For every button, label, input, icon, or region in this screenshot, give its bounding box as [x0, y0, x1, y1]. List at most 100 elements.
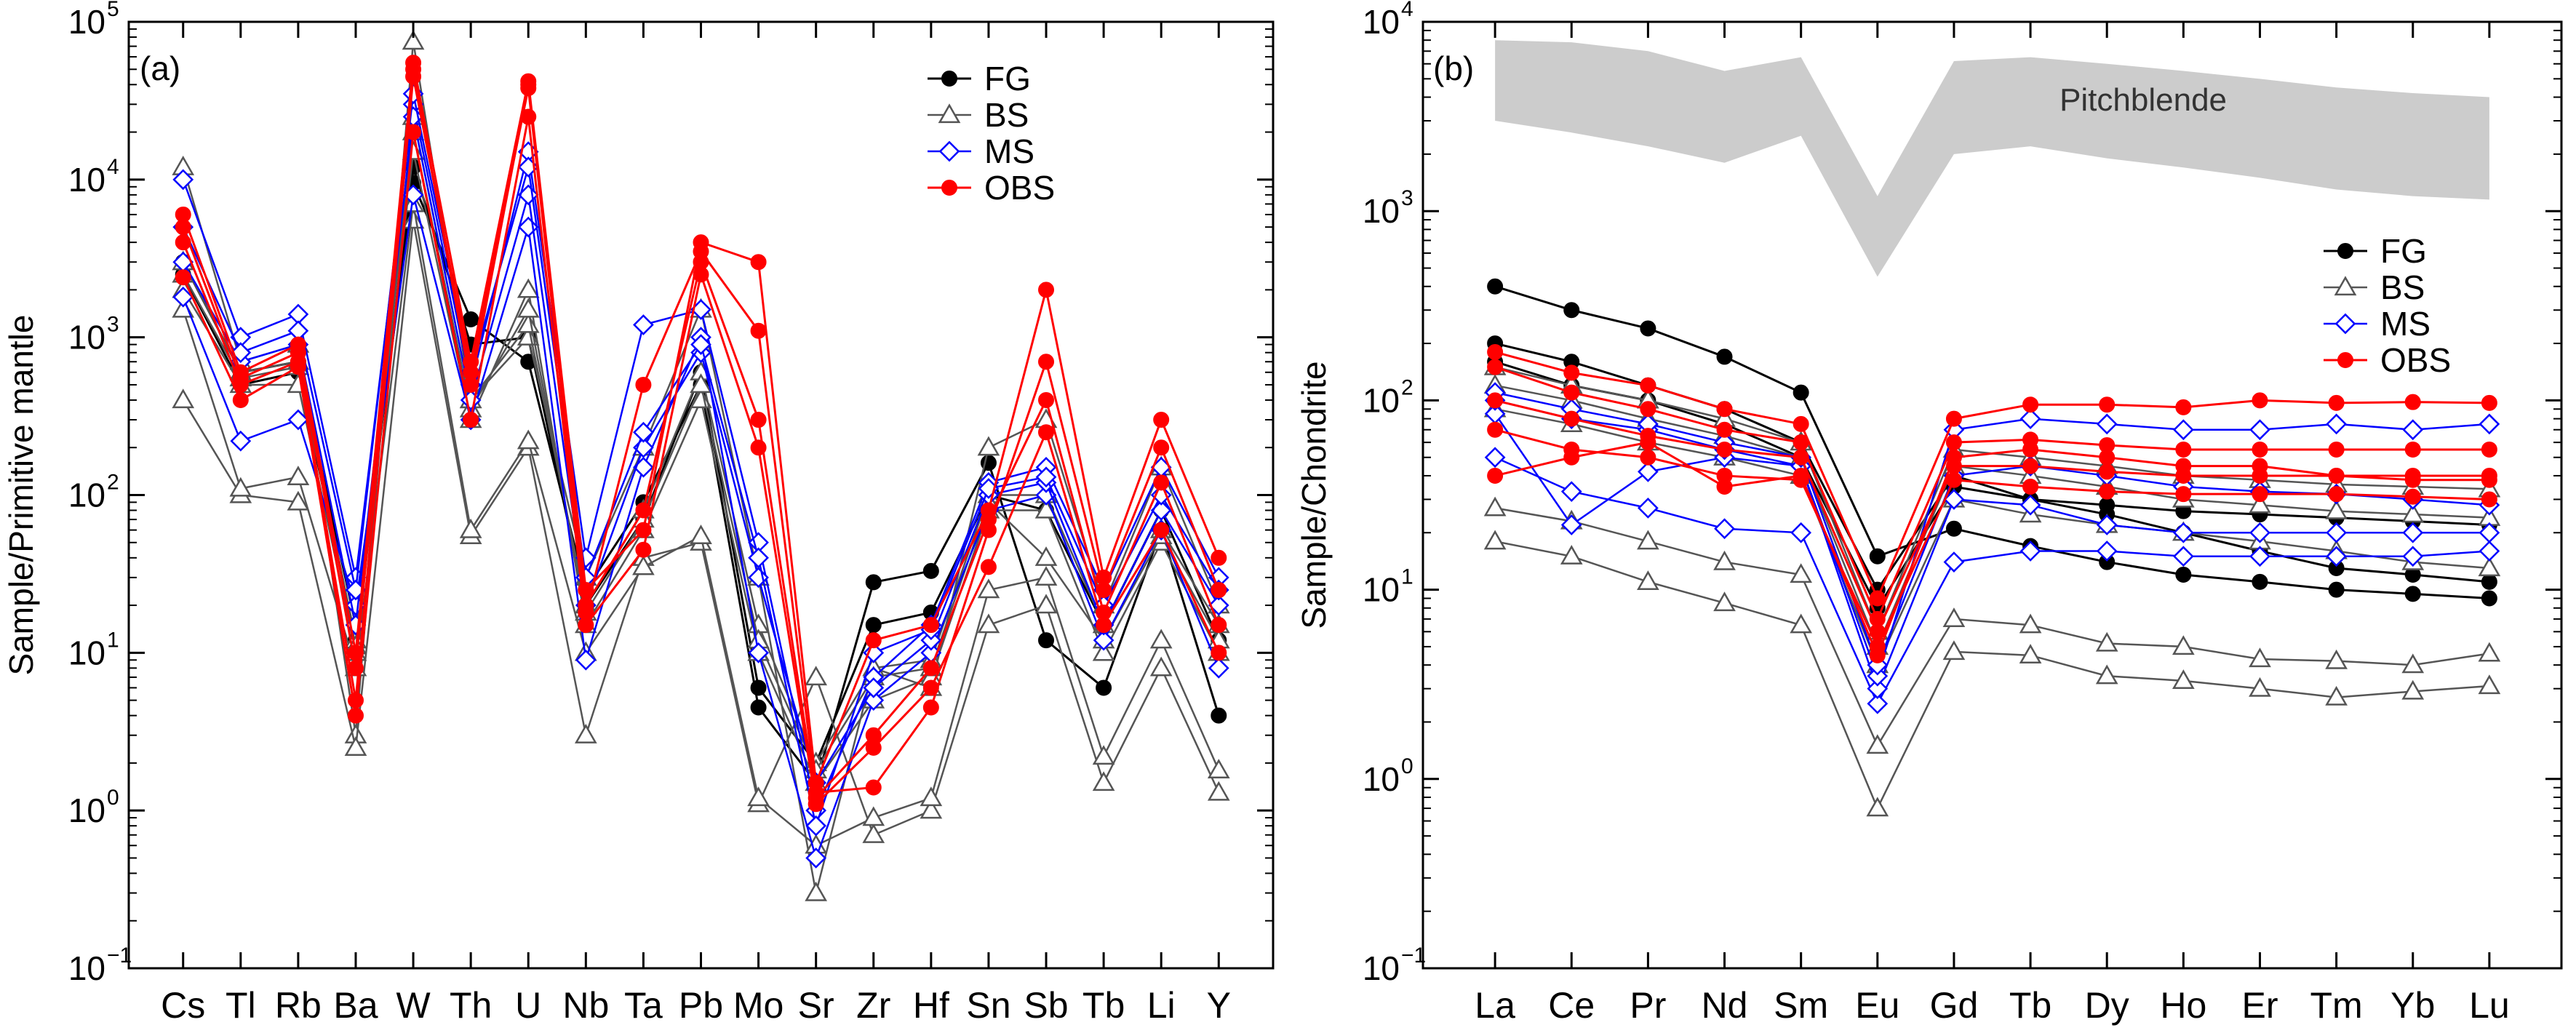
panel-b-point-obs-14-nd [1716, 441, 1733, 458]
panel-a-x-label-mo: Mo [733, 985, 783, 1026]
panel-a-point-obs-14-mo [750, 412, 767, 428]
panel-b-point-obs-15-la [1487, 421, 1504, 438]
panel-a-point-obs-15-nb [578, 617, 594, 634]
panel-a-point-obs-15-hf [922, 679, 939, 696]
panel-b-x-label-eu: Eu [1855, 985, 1899, 1026]
panel-b-point-bs-4-sm [1790, 613, 1813, 634]
panel-a-point-obs-13-zr [865, 779, 882, 796]
panel-a-x-label-th: Th [450, 985, 492, 1026]
panel-b-line-obs-15 [1494, 428, 2489, 650]
panel-b-point-ms-9-ho [2172, 522, 2194, 543]
panel-a-y-tick-label: 10 [68, 3, 105, 41]
panel-b-y-tick-base: 10 [1363, 192, 1400, 230]
panel-b-point-fg-0-ce [1563, 302, 1580, 319]
panel-a-point-obs-13-sb [1038, 354, 1055, 370]
panel-b-point-obs-16-tm [2328, 467, 2345, 484]
panel-b-point-bs-4-ho [2172, 669, 2195, 690]
panel-a-x-label-ba: Ba [333, 985, 378, 1026]
panel-b-point-fg-0-lu [2481, 590, 2497, 607]
panel-b-point-fg-0-gd [1945, 520, 1962, 537]
panel-b-point-obs-13-la [1487, 359, 1504, 375]
panel-a-point-bs-5-tb [1092, 641, 1115, 661]
panel-a-point-bs-4-ta [632, 555, 655, 575]
panel-a-x-label-sr: Sr [798, 985, 834, 1026]
panel-a-point-bs-3-nb [574, 723, 597, 743]
panel-b-point-ms-8-ho [2172, 546, 2194, 567]
panel-b-point-obs-15-ho [2175, 486, 2192, 503]
panel-a-point-ms-10-ta [633, 436, 654, 458]
pitchblende-band [1495, 40, 2489, 277]
panel-a-point-ms-10-y [1208, 594, 1229, 616]
panel-a-point-bs-3-hf [920, 799, 943, 819]
panel-a-point-ms-9-y [1208, 657, 1229, 679]
panel-b-point-obs-14-la [1487, 392, 1504, 409]
panel-b-point-bs-4-dy [2095, 664, 2118, 685]
panel-a-y-tick-base: 10 [68, 791, 105, 829]
panel-a-point-ms-11-sr [805, 815, 827, 837]
panel-b-line-bs-5 [1494, 408, 2489, 668]
panel-a-point-obs-15-u [520, 108, 537, 125]
panel-b-point-fg-0-ho [2175, 566, 2192, 583]
panel-b-point-obs-15-dy [2099, 483, 2116, 500]
panel-a-line-ms-8 [182, 104, 1220, 814]
panel-a-point-obs-13-ta [635, 376, 652, 393]
panel-a-point-obs-15-sb [1038, 424, 1055, 441]
panel-b-point-bs-3-pr [1637, 530, 1659, 550]
panel-a-point-bs-7-pb [690, 373, 712, 394]
panel-b-y-tick-base: 10 [1363, 381, 1400, 419]
panel-a-y-tick-base: 10 [68, 161, 105, 199]
panel-b-point-obs-16-dy [2099, 449, 2116, 466]
panel-a-point-bs-3-rb [287, 490, 310, 511]
panel-a-legend-marker-ms [938, 140, 960, 162]
panel-b-point-bs-4-nd [1713, 591, 1736, 612]
panel-a-point-obs-13-mo [750, 322, 767, 339]
panel-a-point-obs-15-li [1153, 522, 1170, 538]
panel-b-series-ms-11 [1484, 382, 2500, 676]
panel-b-point-obs-13-pr [1640, 401, 1656, 418]
panel-a-point-bs-4-hf [920, 786, 943, 807]
panel-b-x-label-lu: Lu [2469, 985, 2510, 1026]
panel-b-point-obs-16-yb [2404, 467, 2421, 484]
panel-b-point-obs-15-tb [2022, 479, 2039, 495]
panel-a-y-tick-exp: 3 [107, 313, 119, 337]
panel-a-point-bs-4-li [1149, 629, 1173, 649]
panel-b-point-bs-5-lu [2478, 557, 2501, 577]
panel-a-point-fg-1-zr [865, 617, 882, 634]
panel-a-series-bs-4 [172, 192, 1230, 854]
panel-a-y-tick-base: 10 [68, 319, 105, 356]
panel-b-point-obs-15-tm [2328, 486, 2345, 503]
panel-b-legend-marker-bs [2334, 276, 2357, 296]
panel-a-y-tick-label: 10 [68, 634, 105, 671]
panel-a-point-fg-0-hf [922, 562, 939, 579]
panel-b-x-label-tb: Tb [2009, 985, 2051, 1026]
panel-a-x-label-tl: Tl [226, 985, 256, 1026]
panel-a-x-label-zr: Zr [856, 985, 890, 1026]
panel-b-point-obs-12-sm [1793, 415, 1809, 432]
panel-b-y-tick-exp: −1 [1401, 944, 1426, 968]
panel-a-y-axis-label: Sample/Primitive mantle [2, 315, 40, 676]
panel-b-y-tick-base: 10 [1363, 571, 1400, 609]
panel-b-point-obs-13-tm [2328, 441, 2345, 458]
panel-b-label: (b) [1433, 49, 1474, 87]
panel-a-point-obs-12-li [1153, 412, 1170, 428]
panel-b-plot-frame [1421, 20, 2563, 970]
panel-a-point-bs-4-th [459, 518, 482, 538]
panel-b-point-ms-10-tb [2019, 408, 2041, 429]
panel-a-x-label-pb: Pb [679, 985, 723, 1026]
panel-a-point-bs-3-sr [805, 666, 828, 686]
panel-b-point-bs-6-tm [2325, 499, 2348, 519]
panel-a-point-obs-14-sn [980, 511, 997, 528]
panel-b-point-obs-13-lu [2481, 441, 2497, 458]
panel-b-series-obs-13 [1487, 359, 2497, 627]
panel-b-x-label-la: La [1475, 985, 1515, 1026]
panel-b-point-bs-3-lu [2478, 642, 2501, 662]
panel-b-line-ms-8 [1494, 456, 2489, 706]
panel-a-point-ms-9-sr [805, 847, 827, 869]
panel-b-point-obs-12-lu [2481, 394, 2497, 411]
panel-a-y-tick-base: 10 [68, 476, 105, 514]
panel-a-x-label-ta: Ta [624, 985, 663, 1026]
panel-b-point-obs-12-eu [1869, 590, 1886, 607]
panel-a-series-obs-13 [175, 68, 1227, 801]
